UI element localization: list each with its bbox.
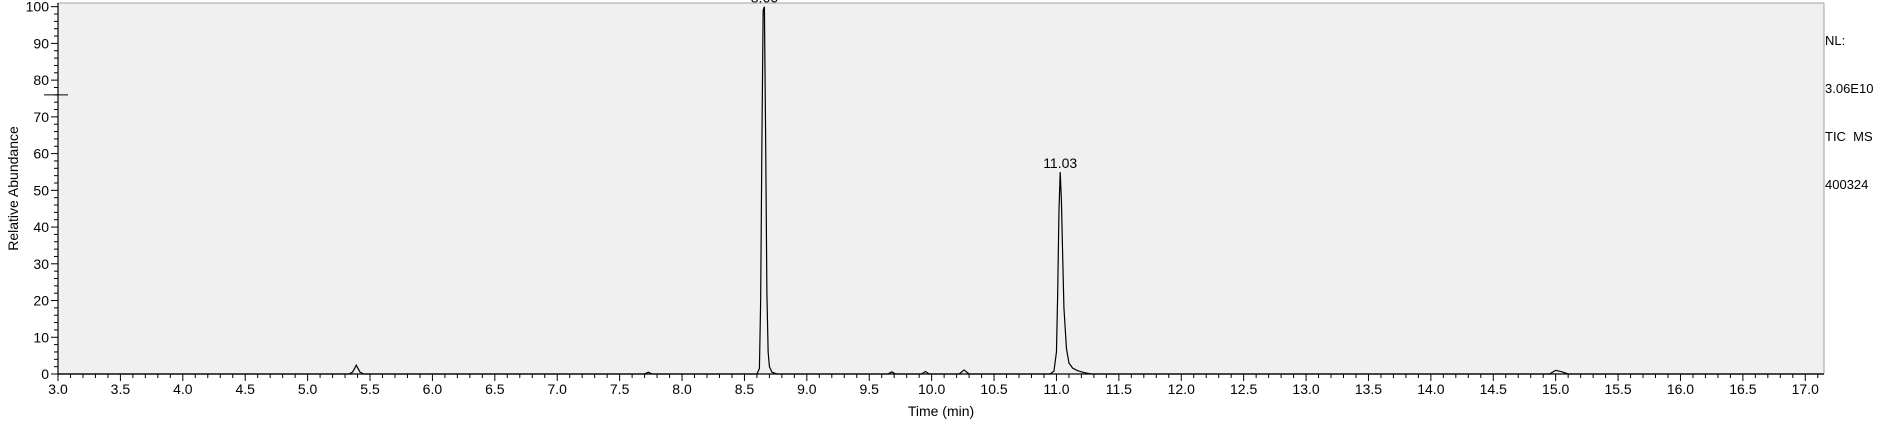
y-tick-label: 50 [33, 182, 49, 198]
x-tick-label: 11.0 [1043, 381, 1069, 397]
x-tick-label: 11.5 [1106, 381, 1132, 397]
scan-filter: TIC MS [1825, 129, 1873, 144]
x-tick-label: 6.0 [423, 381, 443, 397]
x-tick-label: 17.0 [1792, 381, 1819, 397]
x-tick-label: 12.5 [1230, 381, 1257, 397]
x-tick-label: 7.5 [610, 381, 630, 397]
x-tick-label: 4.5 [235, 381, 255, 397]
nl-label: NL: [1825, 33, 1846, 48]
scan-info-block: NL: 3.06E10 TIC MS 400324 [1825, 1, 1884, 209]
x-tick-label: 4.0 [173, 381, 193, 397]
y-tick-label: 70 [33, 109, 49, 125]
y-tick-label: 20 [33, 293, 49, 309]
x-tick-label: 16.0 [1667, 381, 1694, 397]
x-tick-label: 9.5 [860, 381, 880, 397]
x-tick-label: 10.5 [980, 381, 1007, 397]
x-tick-label: 8.0 [672, 381, 692, 397]
plot-area [58, 3, 1824, 374]
x-tick-label: 3.5 [111, 381, 131, 397]
nl-value: 3.06E10 [1825, 81, 1874, 96]
x-tick-label: 14.0 [1417, 381, 1444, 397]
x-tick-label: 14.5 [1480, 381, 1507, 397]
y-tick-label: 30 [33, 256, 49, 272]
x-tick-label: 15.5 [1604, 381, 1631, 397]
x-tick-label: 13.5 [1355, 381, 1382, 397]
x-tick-label: 8.5 [735, 381, 755, 397]
y-tick-label: 10 [33, 329, 49, 345]
x-tick-label: 9.0 [797, 381, 817, 397]
y-tick-label: 100 [26, 0, 50, 15]
x-tick-label: 12.0 [1168, 381, 1195, 397]
y-tick-label: 90 [33, 35, 49, 51]
peak-label: 8.66 [751, 0, 778, 6]
x-tick-label: 13.0 [1292, 381, 1319, 397]
sample-id: 400324 [1825, 177, 1869, 192]
x-tick-label: 16.5 [1729, 381, 1756, 397]
x-tick-label: 5.5 [360, 381, 380, 397]
x-tick-label: 3.0 [48, 381, 68, 397]
x-tick-label: 15.0 [1542, 381, 1569, 397]
y-axis-title: Relative Abundance [5, 126, 21, 251]
peak-label: 11.03 [1043, 155, 1077, 171]
y-tick-label: 60 [33, 146, 49, 162]
y-tick-label: 80 [33, 72, 49, 88]
y-tick-label: 0 [41, 366, 49, 382]
y-tick-label: 40 [33, 219, 49, 235]
x-tick-label: 7.0 [547, 381, 567, 397]
x-tick-label: 10.0 [918, 381, 945, 397]
x-tick-label: 6.5 [485, 381, 505, 397]
x-axis-title: Time (min) [908, 403, 974, 419]
x-tick-label: 5.0 [298, 381, 318, 397]
